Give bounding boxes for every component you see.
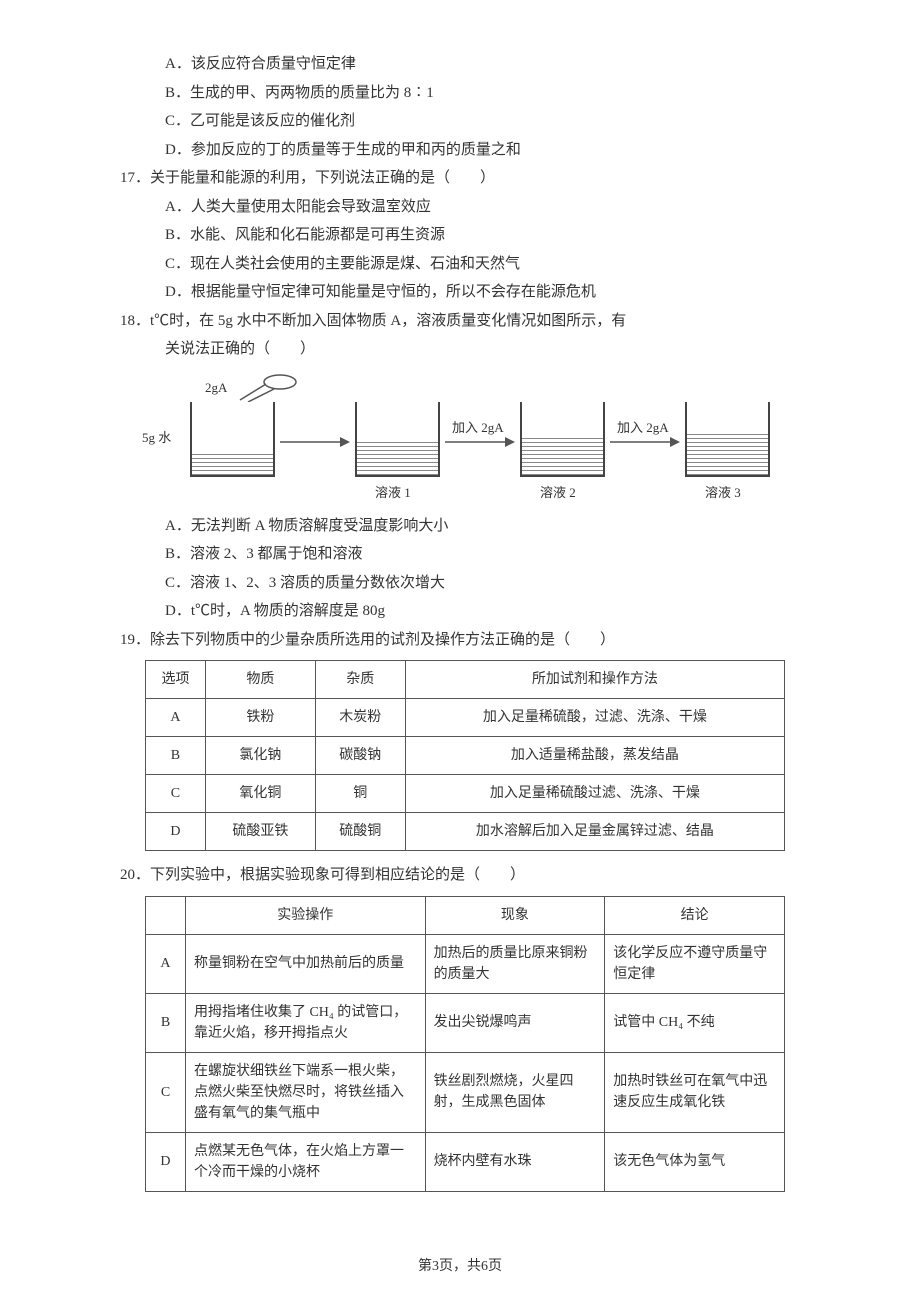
q20-h3: 结论 bbox=[605, 896, 785, 934]
q16-option-c: C．乙可能是该反应的催化剂 bbox=[165, 107, 850, 136]
label-add-2gA-1: 加入 2gA bbox=[452, 417, 504, 436]
q17-option-b: B．水能、风能和化石能源都是可再生资源 bbox=[165, 221, 850, 250]
cell: 硫酸亚铁 bbox=[205, 813, 315, 851]
pour-icon bbox=[230, 372, 300, 402]
cell: 木炭粉 bbox=[315, 699, 405, 737]
cell: B bbox=[146, 993, 186, 1052]
q16-option-b: B．生成的甲、丙两物质的质量比为 8∶1 bbox=[165, 79, 850, 108]
cell: 加入足量稀硫酸，过滤、洗涤、干燥 bbox=[405, 699, 784, 737]
cell: 加入足量稀硫酸过滤、洗涤、干燥 bbox=[405, 775, 784, 813]
label-sol1: 溶液 1 bbox=[375, 482, 411, 501]
label-2gA: 2gA bbox=[205, 380, 227, 396]
q19-h1: 物质 bbox=[205, 661, 315, 699]
q18-option-d: D．t℃时，A 物质的溶解度是 80g bbox=[165, 597, 850, 626]
cell: 在螺旋状细铁丝下端系一根火柴，点燃火柴至快燃尽时，将铁丝插入盛有氧气的集气瓶中 bbox=[185, 1052, 425, 1132]
cell: 加水溶解后加入足量金属锌过滤、结晶 bbox=[405, 813, 784, 851]
cell: 该化学反应不遵守质量守恒定律 bbox=[605, 934, 785, 993]
q20-header-row: 实验操作 现象 结论 bbox=[146, 896, 785, 934]
cell: 点燃某无色气体，在火焰上方罩一个冷而干燥的小烧杯 bbox=[185, 1132, 425, 1191]
cell: 氯化钠 bbox=[205, 737, 315, 775]
cell: 该无色气体为氢气 bbox=[605, 1132, 785, 1191]
page-footer: 第3页，共6页 bbox=[0, 1255, 920, 1275]
cell: 试管中 CH₄ 不纯 bbox=[605, 993, 785, 1052]
table-row: C 氧化铜 铜 加入足量稀硫酸过滤、洗涤、干燥 bbox=[146, 775, 785, 813]
label-5g-water: 5g 水 bbox=[142, 427, 171, 446]
q18-stem-line2: 关说法正确的（ ） bbox=[165, 335, 850, 364]
table-row: B 氯化钠 碳酸钠 加入适量稀盐酸，蒸发结晶 bbox=[146, 737, 785, 775]
liquid-0 bbox=[192, 453, 273, 475]
cell: 铁丝剧烈燃烧，火星四射，生成黑色固体 bbox=[425, 1052, 605, 1132]
q18-diagram: 2gA 5g 水 溶液 1 加入 2gA 溶液 2 加入 2gA 溶液 3 bbox=[190, 372, 850, 502]
label-add-2gA-2: 加入 2gA bbox=[617, 417, 669, 436]
q19-header-row: 选项 物质 杂质 所加试剂和操作方法 bbox=[146, 661, 785, 699]
q17-option-c: C．现在人类社会使用的主要能源是煤、石油和天然气 bbox=[165, 250, 850, 279]
cell: 硫酸铜 bbox=[315, 813, 405, 851]
cell: 氧化铜 bbox=[205, 775, 315, 813]
cell: B bbox=[146, 737, 206, 775]
q19-table: 选项 物质 杂质 所加试剂和操作方法 A 铁粉 木炭粉 加入足量稀硫酸，过滤、洗… bbox=[145, 660, 785, 851]
q17-option-d: D．根据能量守恒定律可知能量是守恒的，所以不会存在能源危机 bbox=[165, 278, 850, 307]
beaker-initial bbox=[190, 402, 275, 477]
cell: C bbox=[146, 775, 206, 813]
cell: A bbox=[146, 934, 186, 993]
cell: A bbox=[146, 699, 206, 737]
table-row: A 铁粉 木炭粉 加入足量稀硫酸，过滤、洗涤、干燥 bbox=[146, 699, 785, 737]
cell: 碳酸钠 bbox=[315, 737, 405, 775]
q20-h0 bbox=[146, 896, 186, 934]
cell: 加入适量稀盐酸，蒸发结晶 bbox=[405, 737, 784, 775]
cell: D bbox=[146, 1132, 186, 1191]
cell: C bbox=[146, 1052, 186, 1132]
q18-option-c: C．溶液 1、2、3 溶质的质量分数依次增大 bbox=[165, 569, 850, 598]
q19-stem: 19．除去下列物质中的少量杂质所选用的试剂及操作方法正确的是（ ） bbox=[120, 626, 850, 655]
q20-h1: 实验操作 bbox=[185, 896, 425, 934]
arrow-1 bbox=[280, 432, 350, 452]
q16-option-a: A．该反应符合质量守恒定律 bbox=[165, 50, 850, 79]
q20-table: 实验操作 现象 结论 A 称量铜粉在空气中加热前后的质量 加热后的质量比原来铜粉… bbox=[145, 896, 785, 1192]
cell: 称量铜粉在空气中加热前后的质量 bbox=[185, 934, 425, 993]
q19-h2: 杂质 bbox=[315, 661, 405, 699]
q19-h0: 选项 bbox=[146, 661, 206, 699]
q17-option-a: A．人类大量使用太阳能会导致温室效应 bbox=[165, 193, 850, 222]
liquid-2 bbox=[522, 435, 603, 475]
table-row: B 用拇指堵住收集了 CH₄ 的试管口，靠近火焰，移开拇指点火 发出尖锐爆鸣声 … bbox=[146, 993, 785, 1052]
table-row: A 称量铜粉在空气中加热前后的质量 加热后的质量比原来铜粉的质量大 该化学反应不… bbox=[146, 934, 785, 993]
table-row: D 点燃某无色气体，在火焰上方罩一个冷而干燥的小烧杯 烧杯内壁有水珠 该无色气体… bbox=[146, 1132, 785, 1191]
cell: 发出尖锐爆鸣声 bbox=[425, 993, 605, 1052]
cell: D bbox=[146, 813, 206, 851]
cell: 加热时铁丝可在氧气中迅速反应生成氧化铁 bbox=[605, 1052, 785, 1132]
cell: 烧杯内壁有水珠 bbox=[425, 1132, 605, 1191]
q18-option-b: B．溶液 2、3 都属于饱和溶液 bbox=[165, 540, 850, 569]
q17-stem: 17．关于能量和能源的利用，下列说法正确的是（ ） bbox=[120, 164, 850, 193]
q20-stem: 20．下列实验中，根据实验现象可得到相应结论的是（ ） bbox=[120, 861, 850, 890]
q20-h2: 现象 bbox=[425, 896, 605, 934]
label-sol3: 溶液 3 bbox=[705, 482, 741, 501]
beaker-1 bbox=[355, 402, 440, 477]
table-row: C 在螺旋状细铁丝下端系一根火柴，点燃火柴至快燃尽时，将铁丝插入盛有氧气的集气瓶… bbox=[146, 1052, 785, 1132]
cell: 加热后的质量比原来铜粉的质量大 bbox=[425, 934, 605, 993]
q16-option-d: D．参加反应的丁的质量等于生成的甲和丙的质量之和 bbox=[165, 136, 850, 165]
q18-stem-line1: 18．t℃时，在 5g 水中不断加入固体物质 A，溶液质量变化情况如图所示，有 bbox=[120, 307, 850, 336]
q18-option-a: A．无法判断 A 物质溶解度受温度影响大小 bbox=[165, 512, 850, 541]
table-row: D 硫酸亚铁 硫酸铜 加水溶解后加入足量金属锌过滤、结晶 bbox=[146, 813, 785, 851]
cell: 用拇指堵住收集了 CH₄ 的试管口，靠近火焰，移开拇指点火 bbox=[185, 993, 425, 1052]
q19-h3: 所加试剂和操作方法 bbox=[405, 661, 784, 699]
label-sol2: 溶液 2 bbox=[540, 482, 576, 501]
liquid-3 bbox=[687, 433, 768, 475]
cell: 铁粉 bbox=[205, 699, 315, 737]
cell: 铜 bbox=[315, 775, 405, 813]
liquid-1 bbox=[357, 440, 438, 475]
beaker-2 bbox=[520, 402, 605, 477]
beaker-3 bbox=[685, 402, 770, 477]
